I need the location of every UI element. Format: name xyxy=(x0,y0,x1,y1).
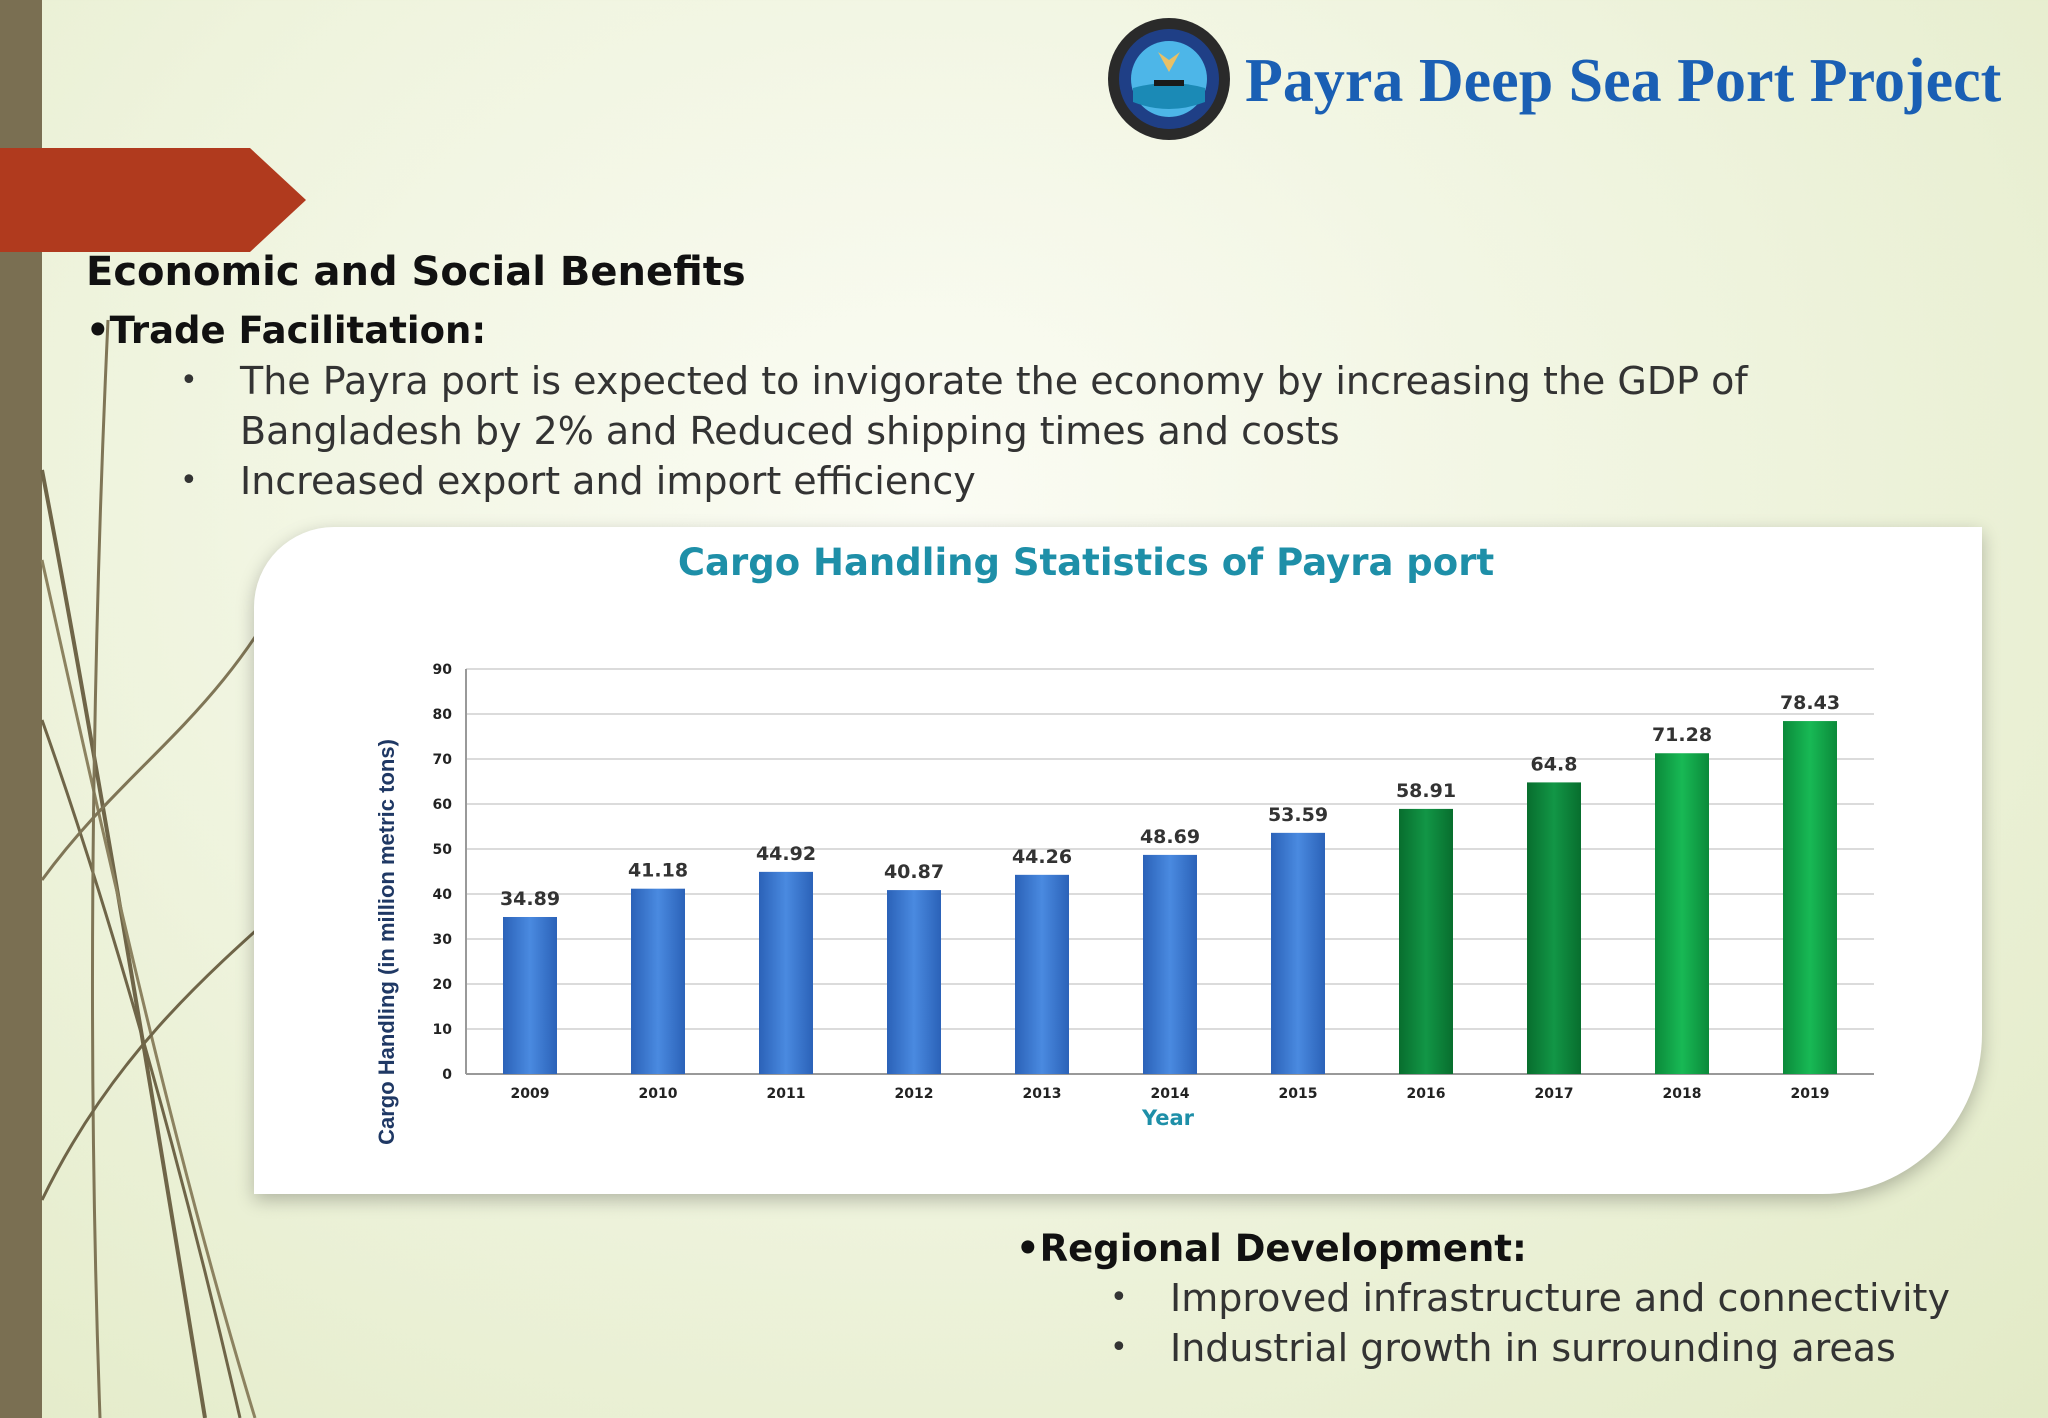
bar-2017 xyxy=(1527,782,1581,1074)
bar-2016 xyxy=(1399,808,1453,1074)
data-label: 78.43 xyxy=(1780,692,1840,714)
x-tick-label: 2012 xyxy=(895,1086,934,1102)
list-item: • The Payra port is expected to invigorat… xyxy=(180,356,1900,456)
trade-bullet-list: • The Payra port is expected to invigorat… xyxy=(180,356,1900,506)
red-arrow-accent xyxy=(0,148,306,252)
y-tick-label: 20 xyxy=(433,977,453,993)
data-label: 40.87 xyxy=(884,861,944,883)
x-tick-label: 2016 xyxy=(1407,1086,1446,1102)
data-label: 44.92 xyxy=(756,843,816,865)
bullet-icon: • xyxy=(1110,1330,1128,1365)
x-tick-label: 2019 xyxy=(1791,1086,1830,1102)
data-label: 48.69 xyxy=(1140,826,1200,848)
x-tick-label: 2010 xyxy=(639,1086,678,1102)
cargo-bar-chart: Cargo Handling Statistics of Payra port … xyxy=(374,541,1874,1145)
bar-2011 xyxy=(759,871,813,1074)
x-tick-label: 2015 xyxy=(1279,1086,1318,1102)
data-label: 34.89 xyxy=(500,888,560,910)
section-heading: Economic and Social Benefits xyxy=(86,249,746,295)
bullet-text: Improved infrastructure and connectivity xyxy=(1170,1276,1950,1320)
chart-title: Cargo Handling Statistics of Payra port xyxy=(678,541,1494,584)
x-tick-label: 2017 xyxy=(1535,1086,1574,1102)
data-label: 64.8 xyxy=(1531,753,1578,775)
x-tick-label: 2009 xyxy=(511,1086,550,1102)
list-item: • Industrial growth in surrounding areas xyxy=(1110,1323,2048,1373)
x-tick-label: 2014 xyxy=(1151,1086,1190,1102)
list-item: • Improved infrastructure and connectivit… xyxy=(1110,1273,2048,1323)
y-tick-label: 0 xyxy=(442,1067,452,1083)
bar-2009 xyxy=(503,916,557,1074)
bar-2012 xyxy=(887,890,941,1074)
data-label: 44.26 xyxy=(1012,846,1072,868)
bar-2010 xyxy=(631,888,685,1074)
bullet-text: The Payra port is expected to invigorate… xyxy=(240,359,1748,453)
y-tick-label: 30 xyxy=(433,932,453,948)
data-label: 71.28 xyxy=(1652,724,1712,746)
decorative-lines xyxy=(40,319,300,1418)
bar-2018 xyxy=(1655,753,1709,1074)
x-tick-label: 2018 xyxy=(1663,1086,1702,1102)
y-tick-label: 60 xyxy=(433,797,453,813)
regional-development-heading: •Regional Development: xyxy=(1016,1227,1527,1270)
y-tick-label: 50 xyxy=(433,842,453,858)
y-tick-label: 80 xyxy=(433,707,453,723)
regional-bullet-list: • Improved infrastructure and connectivit… xyxy=(1110,1273,2048,1373)
x-axis-label: Year xyxy=(1141,1106,1195,1130)
bullet-icon: • xyxy=(180,463,198,498)
trade-facilitation-heading: •Trade Facilitation: xyxy=(86,309,487,352)
data-label: 41.18 xyxy=(628,860,688,882)
bar-2019 xyxy=(1783,721,1837,1074)
bar-2013 xyxy=(1015,874,1069,1074)
data-label: 58.91 xyxy=(1396,780,1456,802)
port-authority-logo-icon xyxy=(1108,18,1230,140)
data-label: 53.59 xyxy=(1268,804,1328,826)
bar-2014 xyxy=(1143,854,1197,1074)
bullet-text: Industrial growth in surrounding areas xyxy=(1170,1326,1896,1370)
bar-2015 xyxy=(1271,832,1325,1074)
list-item: • Increased export and import efficiency xyxy=(180,456,1900,506)
y-tick-label: 10 xyxy=(433,1022,453,1038)
chart-bars: 34.89 2009 41.18 2010 44.92 2011 40.87 2012 44.2… xyxy=(500,692,1840,1102)
bullet-icon: • xyxy=(1110,1280,1128,1315)
y-tick-label: 40 xyxy=(433,887,453,903)
y-axis-label: Cargo Handling (in million metric tons) xyxy=(374,739,399,1145)
x-tick-label: 2011 xyxy=(767,1086,806,1102)
header-title: Payra Deep Sea Port Project xyxy=(1245,47,2002,115)
chart-gridlines: 0 10 20 30 40 50 60 70 80 90 xyxy=(433,662,1874,1083)
bullet-icon: • xyxy=(180,363,198,398)
y-tick-label: 70 xyxy=(433,752,453,768)
bullet-text: Increased export and import efficiency xyxy=(240,459,976,503)
y-tick-label: 90 xyxy=(433,662,453,678)
chart-card: Cargo Handling Statistics of Payra port … xyxy=(254,527,1982,1194)
x-tick-label: 2013 xyxy=(1023,1086,1062,1102)
